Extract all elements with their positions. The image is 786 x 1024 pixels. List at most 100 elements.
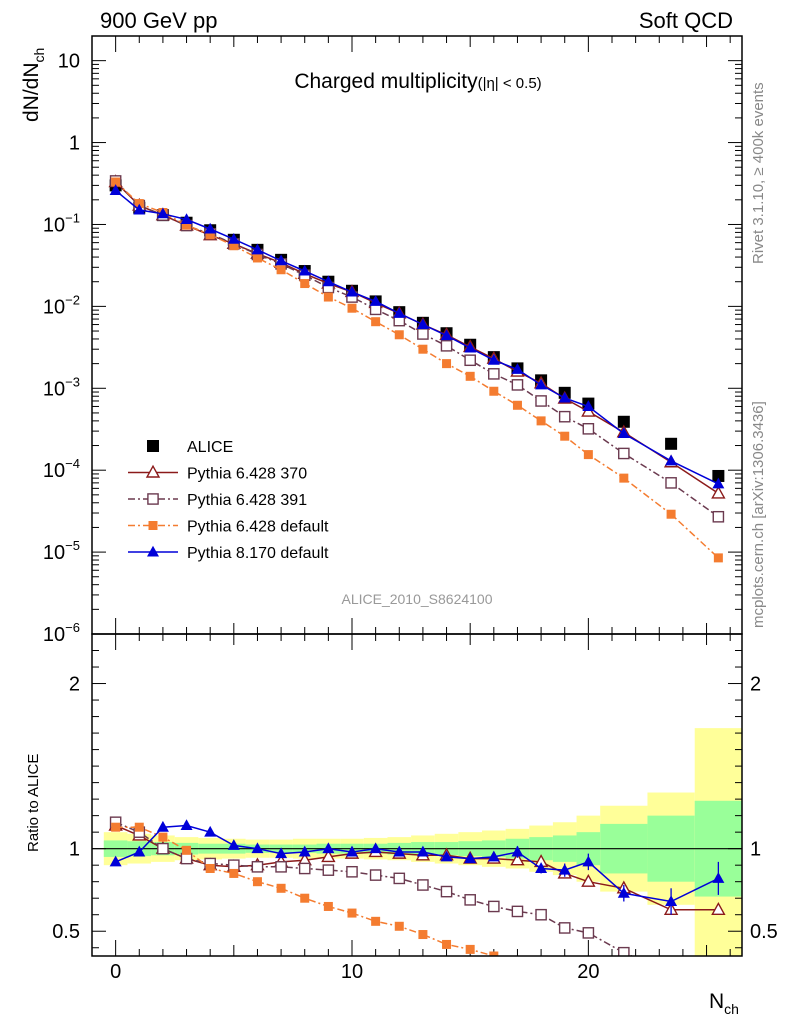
main-point	[182, 220, 192, 230]
legend-entry: Pythia 6.428 370	[128, 464, 307, 483]
legend-marker	[147, 493, 159, 505]
main-point	[582, 423, 595, 435]
main-point	[298, 264, 311, 276]
ratio-series-line	[115, 824, 719, 903]
ratio-axis-ticks: 0.5 0.51 12 20 10 20	[52, 633, 778, 983]
ratio-point	[228, 859, 240, 871]
ratio-point	[298, 862, 311, 875]
ratio-point	[204, 825, 217, 837]
main-point	[156, 207, 169, 219]
main-point	[665, 437, 678, 450]
header-right: Soft QCD	[639, 8, 733, 33]
ratio-point	[418, 930, 428, 940]
main-point	[536, 416, 546, 426]
legend-marker	[148, 521, 158, 530]
main-point	[393, 307, 406, 318]
main-ylabel: dN/dNch	[20, 48, 47, 122]
ratio-series-group	[108, 816, 726, 986]
main-y-tick-label: 10−4	[43, 456, 80, 482]
main-point	[134, 199, 144, 209]
main-point	[512, 400, 522, 410]
main-point	[535, 395, 547, 407]
ratio-point	[513, 956, 522, 965]
main-point	[666, 509, 676, 519]
ratio-point	[487, 850, 500, 862]
main-point	[582, 400, 595, 411]
legend-label: Pythia 6.428 391	[187, 492, 307, 509]
ratio-point	[712, 872, 725, 883]
ratio-point	[666, 967, 676, 977]
main-point	[511, 379, 524, 391]
ratio-point	[134, 822, 144, 832]
ratio-point	[275, 861, 287, 873]
header-left: 900 GeV pp	[100, 8, 217, 33]
main-point	[322, 275, 335, 287]
main-y-tick-label: 10−3	[43, 374, 80, 400]
ratio-point	[369, 869, 382, 881]
ratio-panel: 0.5 0.51 12 20 10 20 Ratio to ALICE Nch	[25, 633, 778, 1017]
main-point	[489, 386, 499, 396]
main-point	[369, 295, 382, 306]
main-y-tick-label: 10	[58, 51, 80, 73]
legend-entry: Pythia 6.428 391	[128, 492, 307, 509]
ratio-point	[558, 863, 571, 875]
ratio-point	[711, 902, 726, 915]
ratio-point	[713, 976, 723, 986]
ratio-series-pythia-8-170-default	[109, 819, 725, 915]
main-title: Charged multiplicity(|η| < 0.5)	[294, 70, 541, 93]
ratio-point	[275, 847, 288, 859]
ratio-x-tick-label: 10	[341, 961, 363, 983]
main-point	[251, 243, 264, 255]
ratio-point	[251, 842, 264, 854]
main-point	[617, 427, 630, 439]
main-point	[180, 213, 193, 224]
main-point	[665, 477, 677, 489]
ratio-point	[180, 819, 193, 831]
main-point	[227, 232, 240, 244]
ratio-point	[156, 820, 169, 832]
main-point	[665, 454, 678, 466]
ratio-point	[511, 845, 524, 857]
main-point	[418, 344, 428, 354]
ratio-point	[158, 832, 168, 842]
main-axis-ticks: 10−6 10−5 10−4 10−3 10−2 10−1 1 10	[43, 35, 742, 646]
ratio-y-tick-label: 1	[69, 839, 80, 861]
ratio-point	[464, 852, 477, 864]
ratio-x-tick-label: 20	[577, 961, 599, 983]
main-y-tick-label: 1	[69, 133, 80, 155]
ratio-point	[180, 852, 193, 865]
main-point	[583, 450, 593, 460]
ratio-uncertainty-bands	[92, 728, 742, 956]
main-point	[205, 230, 215, 240]
main-point	[111, 177, 121, 187]
main-point	[712, 469, 725, 482]
main-point	[535, 378, 548, 390]
main-point	[252, 253, 262, 263]
ratio-point	[488, 900, 500, 913]
ratio-point	[560, 965, 569, 974]
ratio-point	[346, 865, 358, 878]
ratio-point	[371, 916, 381, 926]
ratio-point	[182, 845, 192, 855]
main-point	[617, 415, 630, 428]
main-point	[713, 553, 723, 563]
ratio-point	[489, 951, 499, 956]
ratio-point	[300, 893, 310, 903]
side-label-bottom: mcplots.cern.ch [arXiv:1306.3436]	[750, 401, 767, 628]
ratio-y-tick-label: 2	[69, 674, 80, 696]
ratio-y-tick-label-right: 0.5	[750, 921, 778, 943]
main-point	[133, 203, 146, 215]
main-series-group	[108, 174, 726, 563]
ratio-point	[347, 908, 357, 918]
ratio-point	[157, 842, 169, 855]
main-point	[440, 340, 453, 352]
main-y-tick-label: 10−5	[43, 538, 80, 564]
ratio-point	[133, 845, 146, 857]
main-point	[464, 354, 476, 367]
ratio-point	[511, 905, 524, 918]
ratio-point	[394, 921, 404, 931]
main-point	[109, 184, 122, 195]
side-label-top: Rivet 3.1.10, ≥ 400k events	[750, 82, 767, 264]
ratio-point	[582, 855, 595, 867]
main-point	[346, 285, 358, 297]
